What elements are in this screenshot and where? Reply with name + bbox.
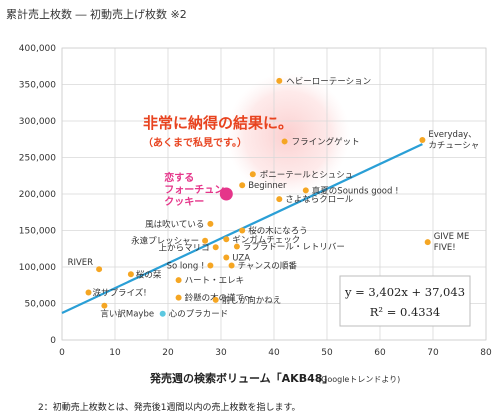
- x-tick-label: 80: [480, 348, 492, 358]
- point-label: 心のプラカード: [169, 310, 229, 320]
- x-tick-label: 40: [268, 348, 280, 358]
- point-label: ヘビーローテーション: [286, 77, 371, 87]
- x-tick-label: 70: [427, 348, 439, 358]
- point-label: RIVER: [68, 258, 94, 268]
- data-point: [302, 187, 309, 194]
- y-tick-label: 350,000: [19, 81, 56, 91]
- data-point: [223, 254, 230, 261]
- point-label: 風は吹いている: [145, 219, 204, 230]
- data-point: [276, 196, 283, 203]
- data-point: [419, 136, 426, 143]
- highlight-label: クッキー: [164, 196, 204, 208]
- y-tick-label: 200,000: [19, 190, 56, 200]
- point-label: 言い訳Maybe: [100, 309, 154, 320]
- x-axis-sublabel: (Googleトレンドより): [318, 375, 400, 384]
- point-label: 真夏のSounds good !: [312, 185, 399, 196]
- data-point: [276, 77, 283, 84]
- point-label: カチューシャ: [428, 141, 479, 151]
- data-points: ヘビーローテーション Everyday、カチューシャ フライングゲットポニーテールと…: [68, 77, 480, 320]
- data-point: [239, 182, 246, 189]
- highlight-label: 恋する: [164, 171, 194, 184]
- equation-frame: [339, 275, 471, 327]
- point-label: 上からマリコ: [159, 243, 210, 253]
- data-point: [175, 277, 182, 284]
- data-point: [175, 294, 182, 301]
- highlight-point: [219, 187, 233, 201]
- point-label: FIVE!: [434, 243, 456, 253]
- x-axis-label: 発売週の検索ボリューム「AKB48」: [149, 371, 333, 385]
- point-label: 桜の木になろう: [248, 226, 308, 237]
- point-label: So long !: [167, 262, 205, 272]
- y-tick-label: 250,000: [19, 154, 56, 164]
- data-point: [207, 220, 214, 227]
- data-point: [281, 138, 288, 145]
- x-tick-label: 50: [321, 348, 333, 358]
- y-tick-label: 50,000: [25, 300, 57, 310]
- plot-frame: [61, 47, 487, 341]
- callout: 非常に納得の結果に。 （あくまで私見です。）: [143, 114, 293, 149]
- point-label: 桜の栞: [136, 269, 162, 280]
- footnote: 2：初動売上枚数とは、発売後1週間以内の売上枚数を指します。: [38, 403, 301, 413]
- axes: 0 50,000 100,000 150,000 200,000 250,000 300,0…: [19, 44, 492, 385]
- x-tick-label: 0: [59, 348, 65, 358]
- point-label: ギンガムチェック: [232, 234, 300, 245]
- y-tick-label: 150,000: [19, 227, 56, 237]
- point-label: フライングゲット: [292, 136, 360, 147]
- x-tick-label: 20: [162, 348, 174, 358]
- x-tick-label: 60: [374, 348, 386, 358]
- callout-sub: （あくまで私見です。）: [143, 136, 247, 149]
- data-point: [223, 236, 230, 243]
- data-point: [96, 266, 103, 273]
- point-label: ポニーテールとシュシュ: [260, 170, 354, 180]
- data-point: [159, 310, 166, 317]
- data-point: [85, 289, 92, 296]
- x-tick-label: 10: [109, 348, 121, 358]
- x-tick-label: 30: [215, 348, 227, 358]
- data-point: [249, 171, 256, 178]
- callout-main: 非常に納得の結果に。: [143, 114, 293, 132]
- y-tick-label: 400,000: [19, 44, 56, 54]
- point-label: UZA: [232, 254, 250, 264]
- chart-title: 累計売上枚数 ― 初動売上げ枚数 ※2: [6, 8, 187, 21]
- data-point: [212, 244, 219, 251]
- point-label: 涙サプライズ!: [93, 288, 147, 299]
- point-label: さよならクロール: [285, 195, 354, 205]
- y-tick-label: 0: [50, 336, 56, 346]
- point-label: Beginner: [248, 181, 287, 191]
- point-label: ハート・エレキ: [185, 276, 245, 286]
- point-label: 永遠プレッシャー: [131, 236, 199, 247]
- data-point: [228, 262, 235, 269]
- point-label: GIVE ME: [434, 232, 470, 242]
- data-point: [202, 237, 209, 244]
- data-point: [424, 239, 431, 246]
- point-label: チャンスの順番: [238, 261, 298, 272]
- data-point: [101, 302, 108, 309]
- point-label: Everyday、: [428, 130, 476, 140]
- point-label: ラブラドール・レトリバー: [243, 242, 345, 253]
- data-point: [233, 243, 240, 250]
- equation-box: y = 3,402x + 37,043 R² = 0.4334: [339, 275, 471, 327]
- equation-line: y = 3,402x + 37,043: [344, 285, 465, 299]
- data-point: [127, 271, 134, 278]
- point-label: 前しか向かねえ: [222, 295, 282, 306]
- data-point: [212, 296, 219, 303]
- r-squared: R² = 0.4334: [370, 305, 440, 319]
- y-tick-label: 300,000: [19, 117, 56, 127]
- y-tick-label: 100,000: [19, 263, 56, 273]
- data-point: [207, 262, 214, 269]
- point-label: 鈴懸の木の道で～: [185, 293, 254, 304]
- data-point: [239, 227, 246, 234]
- highlight-label: フォーチュン: [164, 184, 224, 196]
- highlight-glow: [226, 73, 350, 197]
